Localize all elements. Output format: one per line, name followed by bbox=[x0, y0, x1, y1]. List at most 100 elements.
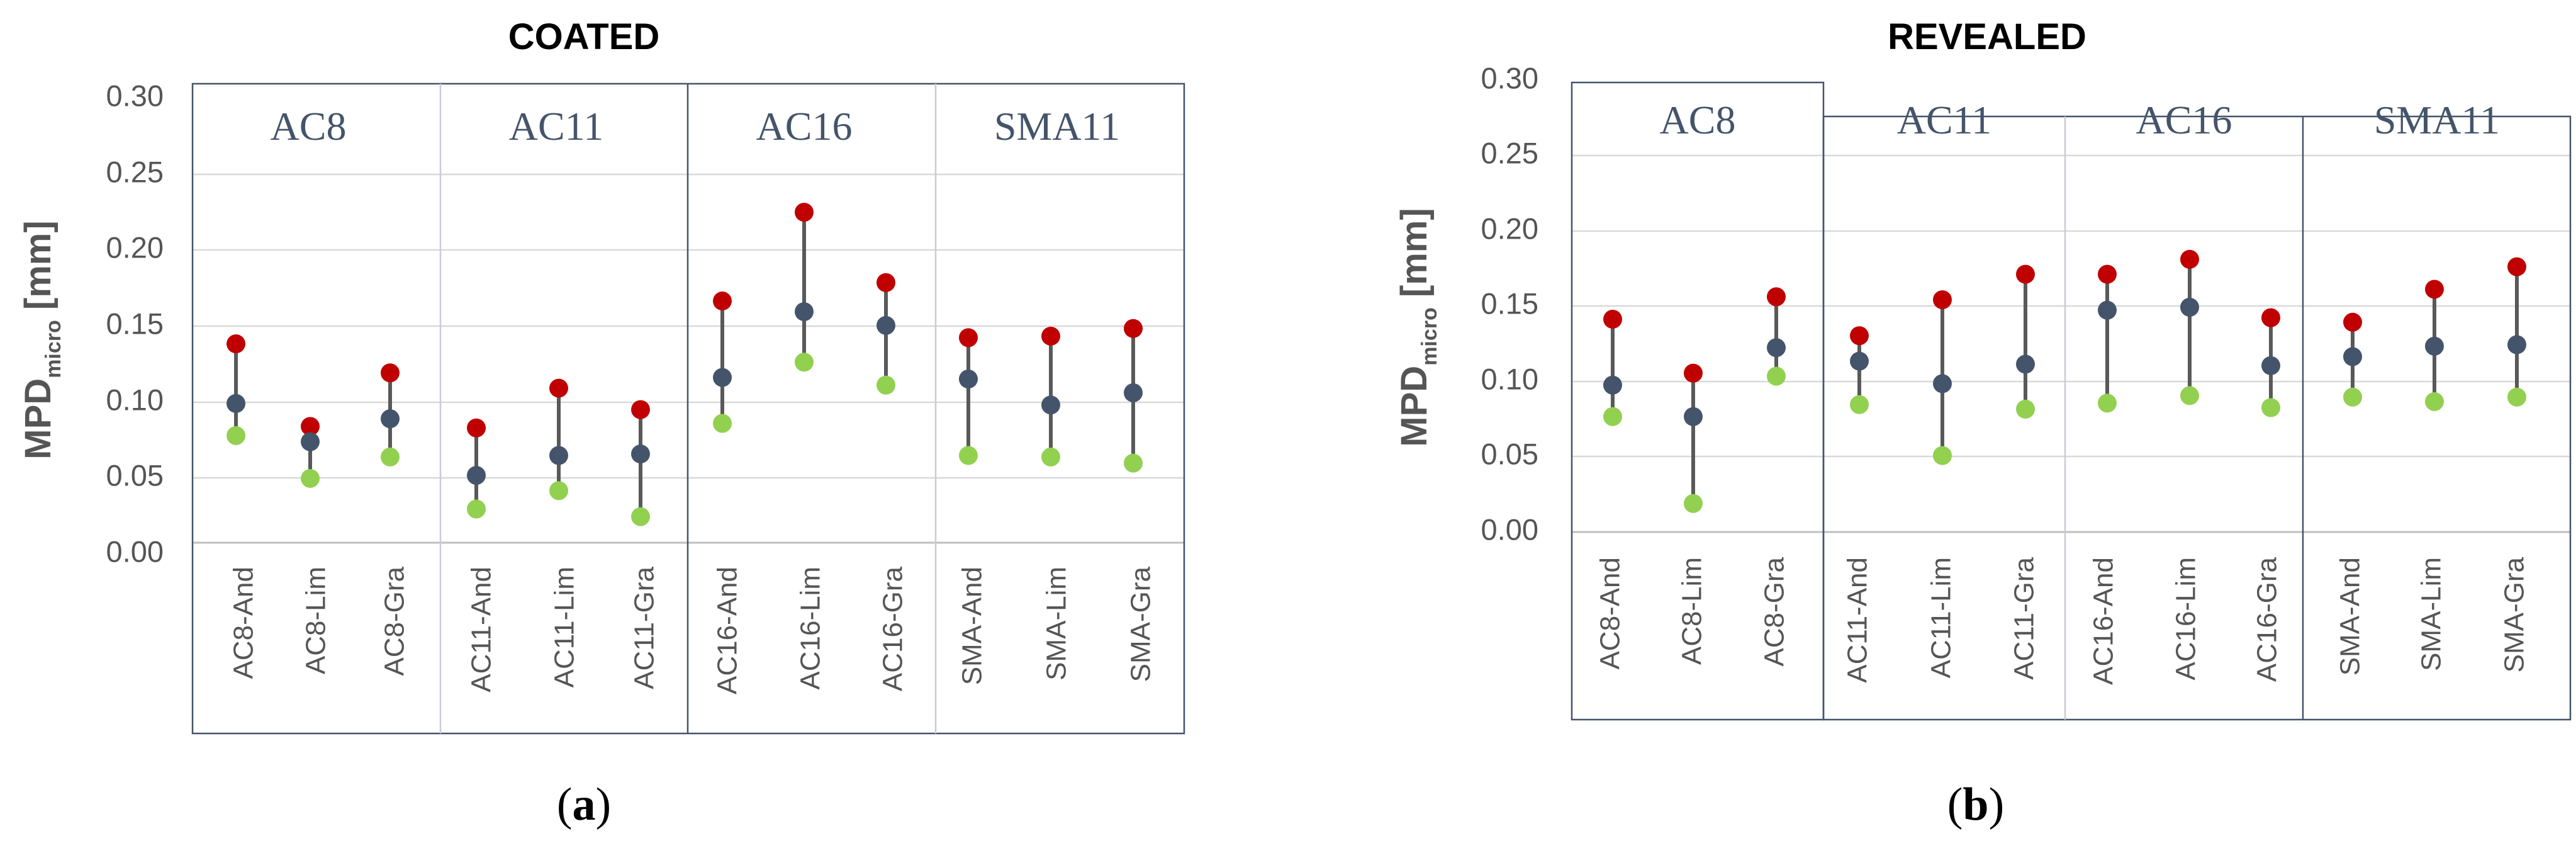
data-point-max bbox=[381, 363, 400, 383]
data-point-max bbox=[631, 400, 650, 419]
data-point-max bbox=[1603, 310, 1622, 329]
data-point-mean bbox=[2098, 300, 2117, 320]
data-point-min bbox=[1684, 494, 1703, 513]
y-axis-label-unit: [mm] bbox=[1394, 208, 1435, 307]
chart-coated: COATED MPDmicro [mm] 0.00 0.05 0.10 0.15… bbox=[18, 16, 1185, 830]
data-point-mean bbox=[713, 368, 732, 387]
category-label: AC11-Gra bbox=[629, 566, 660, 689]
y-axis-label-sub: micro bbox=[42, 320, 65, 378]
data-point-min bbox=[1603, 407, 1622, 426]
category-label: SMA-Lim bbox=[2416, 557, 2447, 671]
data-point-min bbox=[2343, 387, 2362, 407]
category-label: AC16-Lim bbox=[795, 567, 826, 690]
data-point-mean bbox=[1124, 383, 1143, 402]
data-point-max bbox=[795, 203, 814, 222]
category-label: SMA-And bbox=[2335, 557, 2366, 676]
category-labels: AC8-And AC8-Lim AC8-Gra AC11-And AC11-Li… bbox=[228, 566, 1156, 694]
group-frames bbox=[191, 82, 1185, 735]
gridlines bbox=[1572, 154, 2570, 533]
y-tick-labels: 0.00 0.05 0.10 0.15 0.20 0.25 0.30 bbox=[1481, 61, 1538, 546]
category-label: AC8-Gra bbox=[1759, 557, 1790, 666]
y-axis-label-main: MPD bbox=[18, 378, 59, 460]
data-point-mean bbox=[2343, 347, 2362, 366]
category-label: AC16-Gra bbox=[878, 566, 909, 691]
data-point-max bbox=[1041, 326, 1060, 346]
data-point-max bbox=[549, 378, 568, 398]
data-point-min bbox=[2016, 399, 2035, 419]
data-point-min bbox=[1933, 446, 1952, 465]
y-tick-label: 0.00 bbox=[106, 535, 164, 568]
data-point-min bbox=[713, 414, 732, 433]
category-label: SMA-Gra bbox=[1126, 566, 1156, 682]
y-axis-label-main: MPD bbox=[1394, 366, 1435, 447]
data-point-mean bbox=[467, 466, 486, 485]
chart-revealed: REVEALED MPDmicro [mm] 0.00 0.05 0.10 0.… bbox=[1394, 16, 2572, 830]
group-labels: AC8 AC11 AC16 SMA11 bbox=[1660, 98, 2500, 142]
data-point-min bbox=[2261, 398, 2280, 417]
data-point-mean bbox=[1933, 374, 1952, 393]
group-label: SMA11 bbox=[994, 104, 1120, 149]
data-marks bbox=[227, 203, 1143, 526]
y-axis-label-sub: micro bbox=[1418, 307, 1442, 366]
data-point-mean bbox=[2425, 336, 2444, 356]
data-point-min bbox=[2507, 387, 2526, 407]
y-tick-label: 0.00 bbox=[1481, 512, 1538, 546]
chart-title: COATED bbox=[508, 16, 660, 57]
data-point-max bbox=[713, 291, 732, 311]
y-tick-label: 0.10 bbox=[1481, 362, 1538, 395]
y-tick-label: 0.25 bbox=[1481, 136, 1538, 169]
group-label: SMA11 bbox=[2374, 98, 2500, 142]
panel-label: (a) bbox=[557, 779, 611, 830]
group-label: AC8 bbox=[1660, 98, 1736, 142]
group-label: AC11 bbox=[1897, 98, 1992, 142]
data-point-mean bbox=[301, 432, 320, 451]
data-point-min bbox=[467, 499, 486, 519]
data-point-mean bbox=[876, 315, 895, 335]
data-point-max bbox=[2261, 308, 2280, 327]
data-point-max bbox=[1684, 363, 1703, 383]
panel-label-letter: a bbox=[573, 779, 596, 830]
data-point-mean bbox=[2180, 298, 2199, 317]
data-point-min bbox=[959, 446, 978, 465]
category-label: AC11-And bbox=[1842, 557, 1873, 683]
group-labels: AC8 AC11 AC16 SMA11 bbox=[271, 104, 1121, 149]
data-point-min bbox=[1850, 395, 1869, 414]
data-point-min bbox=[2180, 386, 2199, 405]
data-point-max bbox=[1767, 287, 1786, 307]
category-label: AC16-And bbox=[2088, 557, 2119, 685]
y-tick-label: 0.30 bbox=[1481, 61, 1538, 94]
data-point-min bbox=[227, 426, 245, 445]
data-point-max bbox=[876, 273, 895, 292]
category-label: AC8-And bbox=[1595, 557, 1626, 670]
data-point-min bbox=[1124, 453, 1143, 473]
data-point-mean bbox=[1767, 338, 1786, 358]
group-label: AC8 bbox=[271, 104, 347, 149]
data-point-mean bbox=[1603, 375, 1622, 395]
data-point-mean bbox=[2016, 354, 2035, 374]
y-tick-label: 0.20 bbox=[106, 230, 164, 264]
data-point-max bbox=[301, 417, 320, 436]
group-frame bbox=[1822, 115, 2572, 721]
group-label: AC16 bbox=[756, 104, 853, 149]
category-labels: AC8-And AC8-Lim AC8-Gra AC11-And AC11-Li… bbox=[1595, 557, 2530, 685]
y-tick-label: 0.15 bbox=[1481, 286, 1538, 320]
data-point-max bbox=[2098, 264, 2117, 284]
data-point-max bbox=[959, 328, 978, 348]
data-point-min bbox=[1767, 366, 1786, 386]
category-label: AC8-And bbox=[228, 567, 259, 679]
y-tick-label: 0.15 bbox=[106, 307, 164, 340]
y-axis-label: MPDmicro [mm] bbox=[1394, 208, 1442, 446]
data-point-mean bbox=[381, 409, 400, 429]
data-point-mean bbox=[1684, 407, 1703, 426]
category-label: AC8-Gra bbox=[379, 566, 410, 676]
data-point-mean bbox=[631, 444, 650, 464]
y-axis-label: MPDmicro [mm] bbox=[18, 220, 65, 459]
data-point-max bbox=[2180, 249, 2199, 269]
category-label: AC11-Gra bbox=[2009, 557, 2040, 679]
panel-label-letter: b bbox=[1963, 779, 1988, 830]
chart-title: REVEALED bbox=[1888, 16, 2086, 57]
data-point-max bbox=[2343, 312, 2362, 332]
data-point-min bbox=[301, 468, 320, 488]
data-point-mean bbox=[2261, 356, 2280, 375]
